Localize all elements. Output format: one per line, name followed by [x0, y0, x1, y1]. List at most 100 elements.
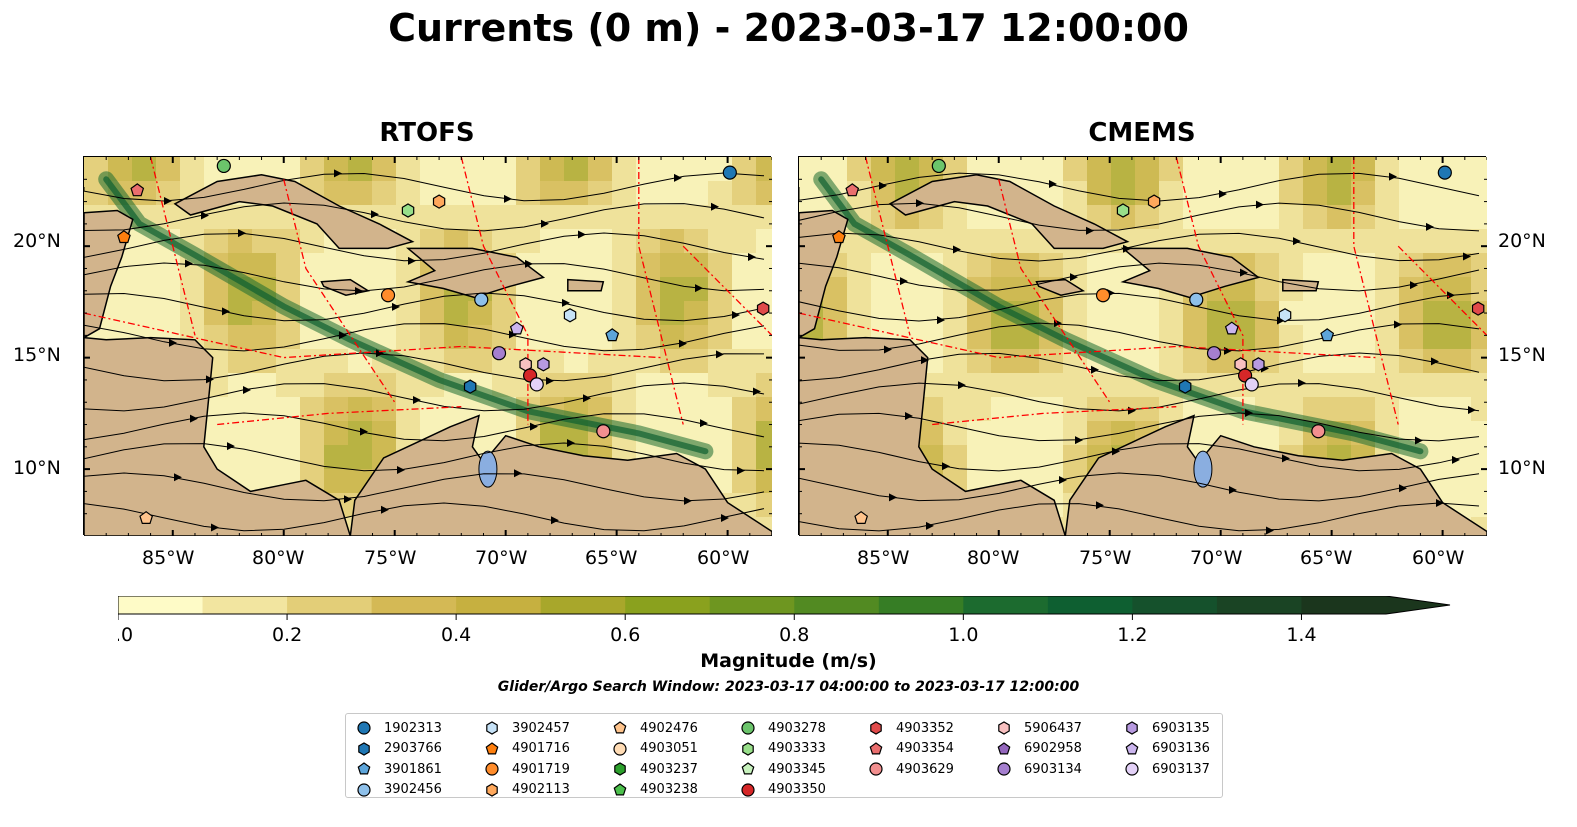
- legend-marker-4903354: [869, 741, 883, 754]
- legend-item-4903278: 4903278: [740, 718, 826, 738]
- legend-item-4902113: 4902113: [484, 780, 570, 800]
- colorbar-tick-label: 0.0: [118, 624, 133, 646]
- colorbar-extend-arrow: [1386, 596, 1450, 614]
- colorbar-segment: [794, 596, 880, 614]
- eez-boundaries: [799, 157, 1487, 426]
- eez-line-4: [799, 312, 1377, 359]
- colorbar-segment: [1301, 596, 1387, 614]
- lon-label-85w-left: 85°W: [142, 547, 195, 569]
- float-marker-4903278-cmems: [931, 158, 946, 174]
- lat-label-10n-right: 10°N: [1498, 457, 1546, 479]
- land-central: [799, 336, 1067, 536]
- legend-item-3902456: 3902456: [356, 780, 442, 800]
- float-marker-6903136-rtofs: [509, 321, 524, 335]
- lon-label-75w-left: 75°W: [364, 547, 417, 569]
- legend-marker-4903278: [741, 721, 755, 735]
- float-marker-4902113-cmems: [1147, 194, 1161, 209]
- legend-item-4903350: 4903350: [740, 780, 826, 800]
- float-marker-6903134-cmems: [1206, 346, 1222, 361]
- eez-line-3: [638, 157, 684, 425]
- lon-label-85w-right: 85°W: [857, 547, 910, 569]
- float-marker-4901719-rtofs: [380, 288, 396, 303]
- colorbar-segment: [709, 596, 795, 614]
- float-marker-6903136-cmems: [1224, 321, 1239, 335]
- legend-marker-6903134: [997, 762, 1011, 776]
- colorbar-segment: [878, 596, 964, 614]
- colorbar-outline: [117, 595, 1451, 615]
- legend-label: 4903629: [896, 761, 954, 777]
- float-marker-6903137-rtofs: [529, 377, 544, 392]
- legend-item-4903629: 4903629: [868, 759, 954, 779]
- colorbar-label: Magnitude (m/s): [700, 650, 877, 672]
- legend-marker-3902456: [357, 782, 371, 797]
- land-central: [84, 336, 352, 536]
- lat-label-20n-left: 20°N: [13, 230, 61, 252]
- legend-item-4903345: 4903345: [740, 759, 826, 779]
- figure-title: Currents (0 m) - 2023-03-17 12:00:00: [388, 6, 1189, 50]
- float-marker-4903278-rtofs: [216, 158, 231, 174]
- eez-line-1: [283, 179, 396, 403]
- legend-marker-4901716: [485, 741, 499, 754]
- float-marker-3902456-cmems: [1189, 292, 1204, 307]
- legend-item-4903352: 4903352: [868, 718, 954, 738]
- colorbar-segment: [118, 596, 204, 614]
- legend-label: 6903134: [1024, 761, 1082, 777]
- legend-label: 4903051: [640, 741, 698, 756]
- legend-item-1902313: 1902313: [356, 718, 442, 738]
- legend-marker-4901719: [485, 762, 499, 776]
- legend-label: 4901719: [512, 761, 570, 777]
- legend-item-6902958: 6902958: [996, 739, 1082, 759]
- colorbar-tick-label: 0.4: [441, 624, 471, 646]
- legend-label: 3901861: [384, 761, 442, 777]
- legend-label: 3902457: [512, 720, 570, 736]
- legend-marker-2903766: [358, 741, 370, 756]
- float-marker-4903629-cmems: [1311, 424, 1326, 439]
- colorbar-tick-label: 1.2: [1117, 624, 1147, 646]
- eez-line-6: [682, 245, 772, 336]
- land-masses: [84, 174, 772, 536]
- land-masses: [799, 174, 1487, 536]
- float-markers: [832, 158, 1485, 524]
- colorbar-tick-label: 0.8: [779, 624, 809, 646]
- colorbar-segment: [456, 596, 542, 614]
- eez-line-1: [998, 179, 1111, 403]
- legend-item-4901719: 4901719: [484, 759, 570, 779]
- colorbar-tick-label: 1.4: [1286, 624, 1316, 646]
- legend-marker-4903051: [613, 741, 627, 756]
- land-cuba: [888, 174, 1130, 250]
- legend-marker-1902313: [357, 721, 371, 735]
- lon-label-65w-left: 65°W: [585, 547, 638, 569]
- lon-label-60w-right: 60°W: [1412, 547, 1465, 569]
- legend-label: 6902958: [1024, 741, 1082, 756]
- legend-marker-4903629: [869, 762, 883, 776]
- float-marker-3901861-rtofs: [605, 328, 620, 342]
- colorbar-segment: [371, 596, 457, 614]
- lon-label-65w-right: 65°W: [1300, 547, 1353, 569]
- eez-line-5: [217, 406, 462, 426]
- float-marker-4902113-rtofs: [432, 194, 446, 209]
- colorbar-segment: [1047, 596, 1133, 614]
- colorbar-segment: [963, 596, 1049, 614]
- legend-label: 4903238: [640, 782, 698, 797]
- legend-marker-3901861: [357, 762, 371, 775]
- legend-marker-6903136: [1125, 741, 1139, 754]
- land-puertorico: [567, 278, 605, 292]
- legend-label: 4903354: [896, 741, 954, 756]
- streamlines: [84, 169, 765, 532]
- colorbar-segment: [540, 596, 626, 614]
- float-markers: [117, 158, 770, 524]
- land-southamerica: [1064, 414, 1487, 536]
- legend-item-4902476: 4902476: [612, 718, 698, 738]
- lat-label-15n-right: 15°N: [1498, 344, 1546, 366]
- legend-item-2903766: 2903766: [356, 739, 442, 759]
- legend-marker-6902958: [997, 741, 1011, 754]
- legend-label: 4902476: [640, 720, 698, 736]
- float-legend: 1902313 2903766 3901861 3902456 3902457 49017…: [345, 713, 1223, 798]
- legend-item-3902457: 3902457: [484, 718, 570, 738]
- legend-marker-4903237: [614, 762, 626, 776]
- eez-boundaries: [84, 157, 772, 426]
- lon-label-70w-left: 70°W: [475, 547, 528, 569]
- land-southamerica: [349, 414, 772, 536]
- colorbar: 0.0 0.2 0.4 0.6 0.8 1.0 1.2 1.4: [103, 595, 1458, 650]
- map-panel-rtofs: [83, 156, 772, 536]
